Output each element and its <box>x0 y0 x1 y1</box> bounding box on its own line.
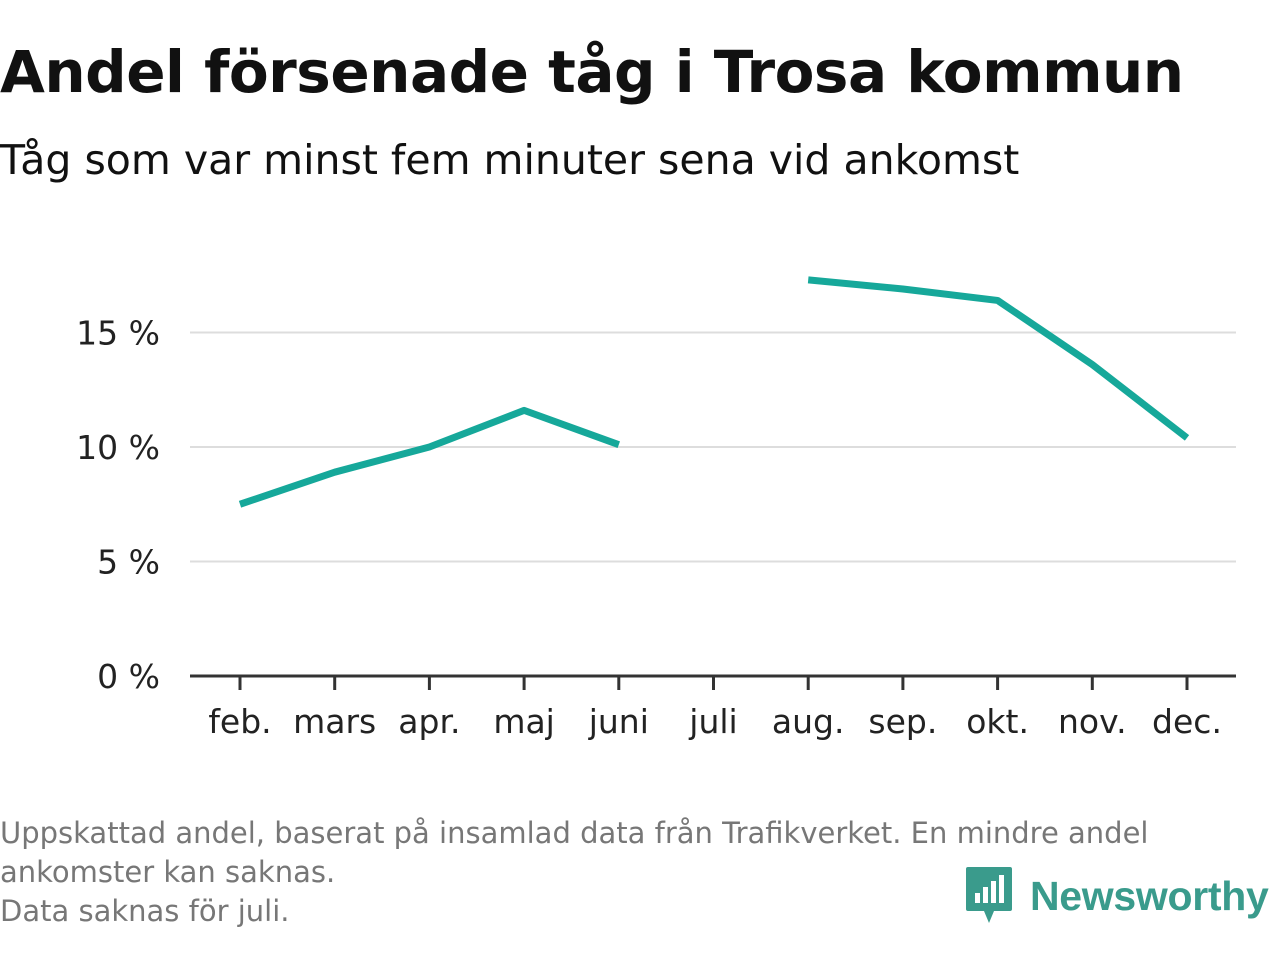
y-tick-label: 10 % <box>76 428 160 467</box>
series-line <box>238 406 620 508</box>
y-tick-label: 5 % <box>97 543 160 582</box>
x-tick-label: maj <box>493 702 555 741</box>
x-tick-label: juni <box>588 702 649 741</box>
x-tick-label: juli <box>688 702 737 741</box>
footnote: Uppskattad andel, baserat på insamlad da… <box>0 814 1270 931</box>
footnote-line: ankomster kan saknas. <box>0 855 336 889</box>
y-tick-label: 15 % <box>76 314 160 353</box>
gridlines <box>190 331 1236 563</box>
series-line <box>807 276 1190 441</box>
x-tick-label: apr. <box>398 702 460 741</box>
x-tick-label: nov. <box>1058 702 1127 741</box>
newsworthy-logo: Newsworthy <box>964 864 1269 928</box>
x-tick-label: feb. <box>208 702 271 741</box>
x-tick-label: aug. <box>772 702 845 741</box>
x-tick-label: mars <box>293 702 376 741</box>
x-axis-labels: feb. mars apr. maj juni juli aug. sep. okt. nov. d… <box>208 702 1222 741</box>
chart-title: Andel försenade tåg i Trosa kommun <box>0 38 1184 106</box>
y-axis-labels: 0 % 5 % 10 % 15 % <box>76 314 160 697</box>
x-tick-label: okt. <box>966 702 1029 741</box>
series <box>238 276 1190 508</box>
footnote-line: Data saknas för juli. <box>0 894 290 928</box>
x-tick-label: dec. <box>1152 702 1222 741</box>
bar-chart-speech-bubble-icon <box>966 867 1012 923</box>
y-tick-label: 0 % <box>97 657 160 696</box>
brand-name: Newsworthy <box>1030 872 1269 919</box>
footnote-line: Uppskattad andel, baserat på insamlad da… <box>0 816 1149 850</box>
chart-subtitle: Tåg som var minst fem minuter sena vid a… <box>0 136 1020 184</box>
x-tick-label: sep. <box>868 702 937 741</box>
x-axis <box>190 674 1236 690</box>
